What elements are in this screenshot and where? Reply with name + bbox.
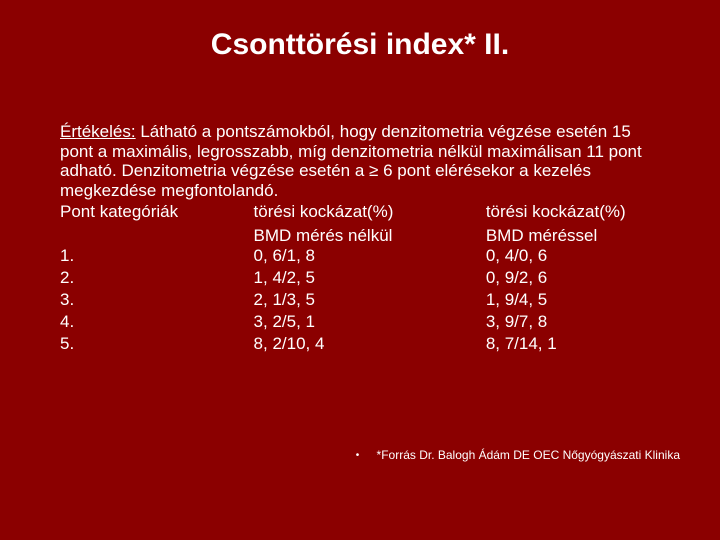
footnote: • *Forrás Dr. Balogh Ádám DE OEC Nőgyógyá… bbox=[349, 448, 680, 462]
table-row: 4. bbox=[60, 312, 254, 334]
table-row: 2. bbox=[60, 268, 254, 290]
table-row: 0, 6/1, 8 bbox=[254, 246, 486, 268]
column-point: 1. 2. 3. 4. 5. bbox=[60, 226, 254, 356]
header-col1: Pont kategóriák bbox=[60, 202, 254, 222]
table-row: 0, 4/0, 6 bbox=[486, 246, 660, 268]
table-row: 1, 9/4, 5 bbox=[486, 290, 660, 312]
column-without-bmd: BMD mérés nélkül 0, 6/1, 8 1, 4/2, 5 2, … bbox=[254, 226, 486, 356]
table-row: 5. bbox=[60, 334, 254, 356]
column-point-header bbox=[60, 226, 254, 246]
column-without-header: BMD mérés nélkül bbox=[254, 226, 486, 246]
column-with-header: BMD méréssel bbox=[486, 226, 660, 246]
table-row: 1, 4/2, 5 bbox=[254, 268, 486, 290]
table-row: 1. bbox=[60, 246, 254, 268]
column-with-bmd: BMD méréssel 0, 4/0, 6 0, 9/2, 6 1, 9/4,… bbox=[486, 226, 660, 356]
header-col3: törési kockázat(%) bbox=[486, 202, 660, 222]
footnote-text: *Forrás Dr. Balogh Ádám DE OEC Nőgyógyás… bbox=[377, 448, 680, 462]
slide-body: Értékelés: Látható a pontszámokból, hogy… bbox=[0, 72, 720, 356]
bullet-icon: • bbox=[349, 450, 367, 461]
table-row: 0, 9/2, 6 bbox=[486, 268, 660, 290]
evaluation-text: Látható a pontszámokból, hogy denzitomet… bbox=[60, 122, 642, 200]
table-row: 3. bbox=[60, 290, 254, 312]
table-row: 8, 7/14, 1 bbox=[486, 334, 660, 356]
table-row: 8, 2/10, 4 bbox=[254, 334, 486, 356]
category-header-row: Pont kategóriák törési kockázat(%) törés… bbox=[60, 202, 660, 222]
evaluation-label: Értékelés: bbox=[60, 122, 136, 141]
slide-title: Csonttörési index* II. bbox=[0, 0, 720, 72]
evaluation-paragraph: Értékelés: Látható a pontszámokból, hogy… bbox=[60, 122, 660, 200]
table-row: 3, 9/7, 8 bbox=[486, 312, 660, 334]
slide: Csonttörési index* II. Értékelés: Láthat… bbox=[0, 0, 720, 540]
table-row: 2, 1/3, 5 bbox=[254, 290, 486, 312]
table-row: 3, 2/5, 1 bbox=[254, 312, 486, 334]
data-columns: 1. 2. 3. 4. 5. BMD mérés nélkül 0, 6/1, … bbox=[60, 226, 660, 356]
header-col2: törési kockázat(%) bbox=[254, 202, 486, 222]
